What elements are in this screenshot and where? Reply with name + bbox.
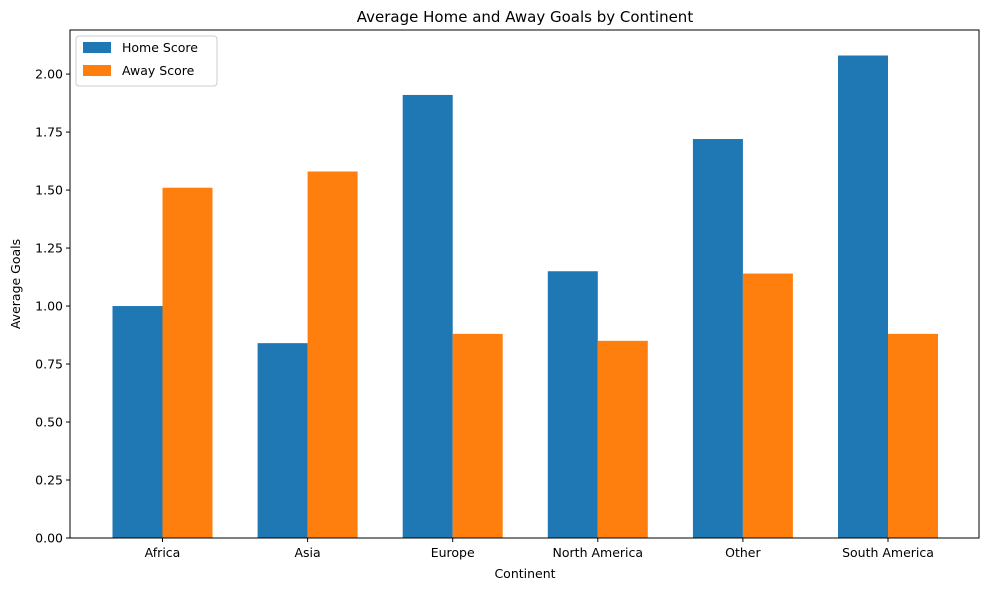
bar-home-asia (257, 343, 308, 538)
y-tick-label: 0.50 (35, 415, 63, 430)
y-tick-label: 1.00 (35, 299, 63, 314)
x-tick-label: Asia (294, 545, 320, 560)
x-tick-label: Africa (145, 545, 181, 560)
bar-away-other (742, 273, 793, 538)
y-tick-label: 1.25 (35, 241, 63, 256)
bar-away-north-america (597, 340, 648, 538)
bar-home-north-america (547, 271, 598, 538)
axes-layer: 0.00 0.25 0.50 0.75 1.00 1.25 1.50 1.75 2.00 Afri… (35, 29, 980, 560)
bar-away-south-america (888, 333, 938, 538)
x-tick-label: Europe (431, 545, 475, 560)
y-tick-label: 1.50 (35, 183, 63, 198)
bar-away-europe (452, 333, 503, 538)
legend-frame (75, 35, 218, 87)
legend-label-home: Home Score (122, 40, 198, 55)
bar-home-south-america (838, 55, 888, 538)
y-tick-label: 0.25 (35, 473, 63, 488)
chart-title: Average Home and Away Goals by Continent (357, 8, 694, 26)
bar-away-africa (162, 187, 213, 538)
x-axis-title: Continent (494, 566, 555, 581)
legend-swatch-home (83, 42, 111, 53)
x-tick-label: Other (725, 545, 761, 560)
y-axis-title: Average Goals (8, 239, 23, 329)
bar-home-europe (402, 94, 453, 538)
y-tick-label: 2.00 (35, 67, 63, 82)
y-tick-label: 0.00 (35, 531, 63, 546)
bars-layer (112, 55, 938, 538)
y-tick-label: 1.75 (35, 125, 63, 140)
legend-swatch-away (83, 65, 111, 76)
bar-home-other (692, 139, 743, 538)
bar-home-africa (112, 306, 163, 538)
y-tick-label: 0.75 (35, 357, 63, 372)
legend-label-away: Away Score (122, 63, 195, 78)
x-tick-label: South America (842, 545, 934, 560)
plot-frame (69, 29, 980, 539)
bar-away-asia (307, 171, 358, 538)
legend: Home Score Away Score (75, 35, 218, 87)
x-tick-label: North America (553, 545, 644, 560)
